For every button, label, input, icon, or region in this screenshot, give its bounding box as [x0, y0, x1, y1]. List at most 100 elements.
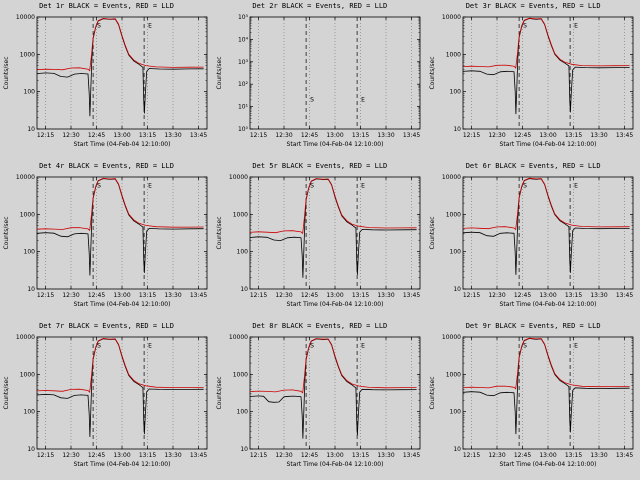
svg-text:10000: 10000	[442, 334, 461, 341]
svg-text:10: 10	[240, 446, 248, 453]
svg-text:100: 100	[23, 89, 35, 96]
svg-text:13:00: 13:00	[540, 132, 557, 139]
svg-text:10000: 10000	[442, 14, 461, 21]
svg-text:Start Time (04-Feb-04 12:10:00: Start Time (04-Feb-04 12:10:00)	[500, 301, 597, 308]
svg-text:13:45: 13:45	[616, 132, 633, 139]
svg-text:12:30: 12:30	[489, 132, 506, 139]
svg-text:13:30: 13:30	[591, 132, 608, 139]
panel-title: Det 6r BLACK = Events, RED = LLD	[465, 162, 601, 170]
svg-text:S: S	[97, 23, 101, 30]
panel-det-8r: Det 8r BLACK = Events, RED = LLD 12:15 12…	[213, 320, 426, 480]
svg-text:1000: 1000	[446, 51, 461, 58]
svg-text:13:30: 13:30	[377, 292, 394, 299]
svg-text:12:15: 12:15	[463, 452, 480, 459]
svg-text:13:45: 13:45	[403, 132, 420, 139]
svg-text:13:00: 13:00	[113, 292, 130, 299]
svg-text:13:45: 13:45	[403, 452, 420, 459]
plot-canvas-det-5r: 12:15 12:30 12:45 13:00 13:15 13:30 13:45 10 100…	[216, 174, 421, 308]
panel-det-1r: Det 1r BLACK = Events, RED = LLD 12:15 12…	[0, 0, 213, 160]
svg-text:12:30: 12:30	[62, 452, 79, 459]
panel-title: Det 9r BLACK = Events, RED = LLD	[465, 322, 601, 330]
svg-text:S: S	[523, 343, 527, 350]
svg-text:13:45: 13:45	[403, 292, 420, 299]
svg-text:12:45: 12:45	[87, 132, 104, 139]
panel-det-5r: Det 5r BLACK = Events, RED = LLD 12:15 12…	[213, 160, 426, 320]
svg-text:12:30: 12:30	[62, 292, 79, 299]
svg-text:10⁰: 10⁰	[238, 126, 249, 133]
svg-text:Counts/sec: Counts/sec	[429, 376, 436, 409]
svg-text:1000: 1000	[19, 51, 34, 58]
svg-text:13:15: 13:15	[352, 452, 369, 459]
svg-text:10⁴: 10⁴	[238, 36, 249, 43]
svg-text:10000: 10000	[229, 174, 248, 181]
panel-det-2r: Det 2r BLACK = Events, RED = LLD 12:15 12…	[213, 0, 426, 160]
svg-text:13:00: 13:00	[113, 132, 130, 139]
svg-text:12:45: 12:45	[87, 292, 104, 299]
svg-text:Counts/sec: Counts/sec	[216, 216, 223, 249]
svg-text:S: S	[310, 183, 314, 190]
svg-text:10: 10	[454, 126, 462, 133]
panel-title: Det 4r BLACK = Events, RED = LLD	[39, 162, 174, 170]
svg-text:100: 100	[236, 409, 248, 416]
svg-text:100: 100	[236, 249, 248, 256]
svg-text:1000: 1000	[233, 211, 248, 218]
svg-text:13:15: 13:15	[352, 132, 369, 139]
svg-text:Start Time (04-Feb-04 12:10:00: Start Time (04-Feb-04 12:10:00)	[73, 461, 170, 468]
svg-text:S: S	[97, 343, 101, 350]
svg-text:Counts/sec: Counts/sec	[429, 56, 436, 89]
svg-text:E: E	[361, 343, 365, 350]
svg-text:12:15: 12:15	[250, 292, 267, 299]
svg-text:13:00: 13:00	[326, 132, 343, 139]
svg-text:12:45: 12:45	[514, 452, 531, 459]
svg-text:12:45: 12:45	[301, 292, 318, 299]
svg-text:13:00: 13:00	[113, 452, 130, 459]
plot-canvas-det-1r: 12:15 12:30 12:45 13:00 13:15 13:30 13:45 10 100…	[3, 14, 207, 148]
panel-title: Det 8r BLACK = Events, RED = LLD	[252, 322, 388, 330]
svg-text:10¹: 10¹	[238, 104, 249, 111]
svg-text:13:30: 13:30	[164, 452, 181, 459]
svg-text:Counts/sec: Counts/sec	[216, 376, 223, 409]
svg-text:S: S	[523, 183, 527, 190]
svg-text:12:30: 12:30	[489, 292, 506, 299]
svg-text:13:30: 13:30	[164, 292, 181, 299]
svg-text:100: 100	[450, 89, 462, 96]
svg-text:12:45: 12:45	[514, 292, 531, 299]
svg-text:10000: 10000	[229, 334, 248, 341]
plot-canvas-det-8r: 12:15 12:30 12:45 13:00 13:15 13:30 13:45 10 100…	[216, 334, 421, 468]
svg-text:13:45: 13:45	[189, 132, 206, 139]
svg-text:E: E	[148, 343, 152, 350]
svg-text:12:30: 12:30	[62, 132, 79, 139]
svg-text:12:15: 12:15	[36, 452, 53, 459]
svg-text:Counts/sec: Counts/sec	[216, 56, 223, 89]
svg-text:13:30: 13:30	[377, 452, 394, 459]
svg-text:12:15: 12:15	[250, 452, 267, 459]
svg-text:13:45: 13:45	[616, 452, 633, 459]
svg-text:12:15: 12:15	[36, 292, 53, 299]
svg-text:Counts/sec: Counts/sec	[3, 376, 10, 409]
svg-text:12:45: 12:45	[301, 452, 318, 459]
svg-text:12:45: 12:45	[87, 452, 104, 459]
svg-text:10000: 10000	[15, 14, 34, 21]
svg-text:10: 10	[240, 286, 248, 293]
svg-text:10³: 10³	[238, 59, 249, 66]
svg-text:13:00: 13:00	[326, 452, 343, 459]
svg-text:12:30: 12:30	[275, 452, 292, 459]
svg-text:100: 100	[450, 409, 462, 416]
svg-text:1000: 1000	[446, 371, 461, 378]
svg-text:13:30: 13:30	[164, 132, 181, 139]
svg-text:10: 10	[454, 446, 462, 453]
svg-text:E: E	[148, 183, 152, 190]
svg-text:Counts/sec: Counts/sec	[3, 216, 10, 249]
svg-text:10: 10	[27, 286, 35, 293]
svg-text:E: E	[574, 343, 578, 350]
plot-canvas-det-2r: 12:15 12:30 12:45 13:00 13:15 13:30 13:45 10⁰ 10…	[216, 14, 421, 148]
svg-text:13:30: 13:30	[591, 452, 608, 459]
svg-text:10: 10	[454, 286, 462, 293]
plot-canvas-det-9r: 12:15 12:30 12:45 13:00 13:15 13:30 13:45 10 100…	[429, 334, 634, 468]
svg-text:Counts/sec: Counts/sec	[429, 216, 436, 249]
svg-text:E: E	[574, 23, 578, 30]
svg-text:12:15: 12:15	[463, 292, 480, 299]
svg-text:13:15: 13:15	[138, 292, 155, 299]
svg-text:13:00: 13:00	[326, 292, 343, 299]
